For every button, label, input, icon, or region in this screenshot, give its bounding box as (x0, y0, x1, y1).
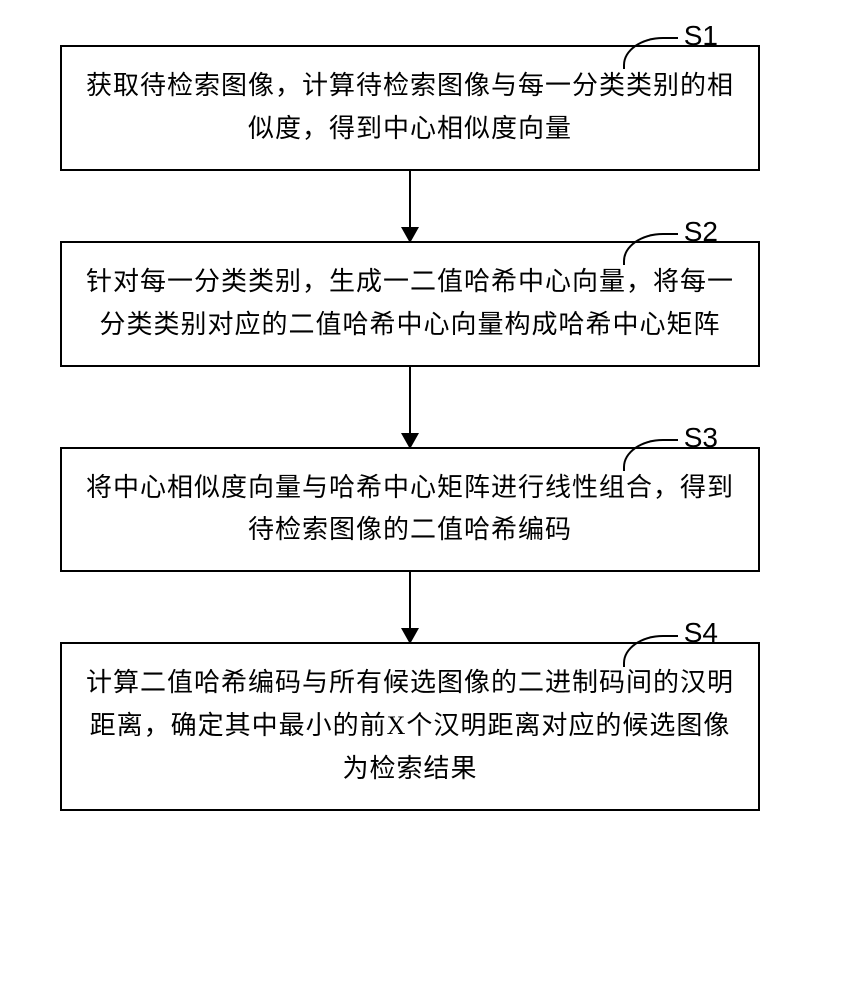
label-curve (623, 37, 678, 69)
step-label-s4: S4 (684, 610, 718, 656)
step-label-wrap-s4: S4 (623, 614, 718, 660)
step-text-s1: 获取待检索图像，计算待检索图像与每一分类类别的相似度，得到中心相似度向量 (84, 65, 736, 151)
flowchart-container: S1 获取待检索图像，计算待检索图像与每一分类类别的相似度，得到中心相似度向量 … (60, 45, 760, 811)
step-label-wrap-s2: S2 (623, 213, 718, 259)
step-box-s3: S3 将中心相似度向量与哈希中心矩阵进行线性组合，得到待检索图像的二值哈希编码 (60, 447, 760, 573)
step-label-s1: S1 (684, 13, 718, 59)
step-box-s2: S2 针对每一分类类别，生成一二值哈希中心向量，将每一分类类别对应的二值哈希中心… (60, 241, 760, 367)
arrow-3 (409, 572, 412, 642)
step-label-wrap-s1: S1 (623, 17, 718, 63)
step-box-s4: S4 计算二值哈希编码与所有候选图像的二进制码间的汉明距离，确定其中最小的前X个… (60, 642, 760, 811)
step-label-s3: S3 (684, 415, 718, 461)
step-label-s2: S2 (684, 209, 718, 255)
step-text-s3: 将中心相似度向量与哈希中心矩阵进行线性组合，得到待检索图像的二值哈希编码 (84, 467, 736, 553)
step-text-s4: 计算二值哈希编码与所有候选图像的二进制码间的汉明距离，确定其中最小的前X个汉明距… (84, 662, 736, 791)
step-label-wrap-s3: S3 (623, 419, 718, 465)
label-curve (623, 439, 678, 471)
label-curve (623, 233, 678, 265)
step-text-s2: 针对每一分类类别，生成一二值哈希中心向量，将每一分类类别对应的二值哈希中心向量构… (84, 261, 736, 347)
arrow-2 (409, 367, 412, 447)
step-box-s1: S1 获取待检索图像，计算待检索图像与每一分类类别的相似度，得到中心相似度向量 (60, 45, 760, 171)
label-curve (623, 635, 678, 667)
arrow-1 (409, 171, 412, 241)
